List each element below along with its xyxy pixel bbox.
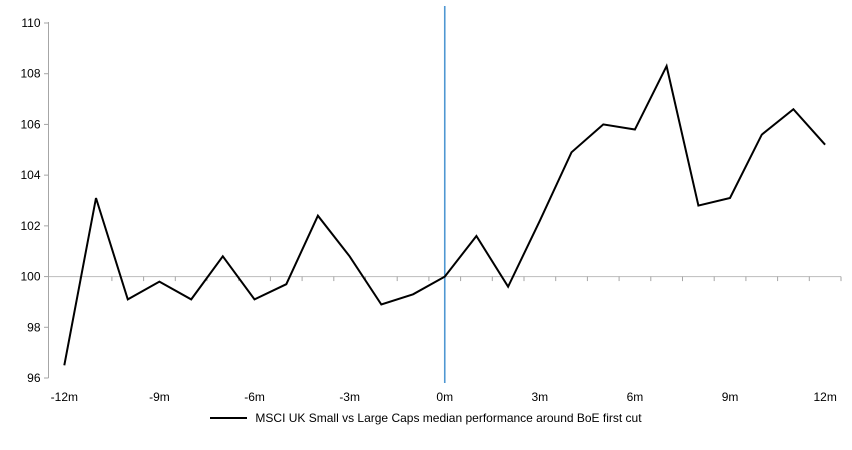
y-axis-tick-label: 100	[20, 270, 40, 284]
x-axis-tick-label: 9m	[722, 390, 739, 404]
y-axis-tick-label: 108	[20, 67, 40, 81]
x-axis-tick-label: -9m	[149, 390, 170, 404]
y-axis-tick-label: 102	[20, 219, 40, 233]
y-axis-tick-label: 106	[20, 117, 40, 131]
x-axis-tick-label: 12m	[813, 390, 836, 404]
x-axis-tick-label: 3m	[532, 390, 549, 404]
line-chart: 96 98 100 102 104 106 108 110 -12m -9m -6m -3m 0m 3m 6…	[20, 6, 842, 404]
y-axis-tick-label: 104	[20, 168, 40, 182]
x-axis-tick-label: 0m	[436, 390, 453, 404]
x-axis-tick-label: -12m	[51, 390, 78, 404]
legend-line-swatch	[210, 417, 248, 419]
x-axis-tick-label: 6m	[627, 390, 644, 404]
legend: MSCI UK Small vs Large Caps median perfo…	[0, 411, 852, 425]
y-axis-tick-label: 110	[21, 16, 40, 30]
x-axis-tick-label: -6m	[244, 390, 265, 404]
x-axis-tick-label: -3m	[339, 390, 360, 404]
series-line	[63, 63, 826, 366]
legend-label: MSCI UK Small vs Large Caps median perfo…	[255, 411, 642, 425]
y-axis-tick-label: 96	[27, 371, 41, 385]
y-axis-tick-label: 98	[27, 320, 41, 334]
